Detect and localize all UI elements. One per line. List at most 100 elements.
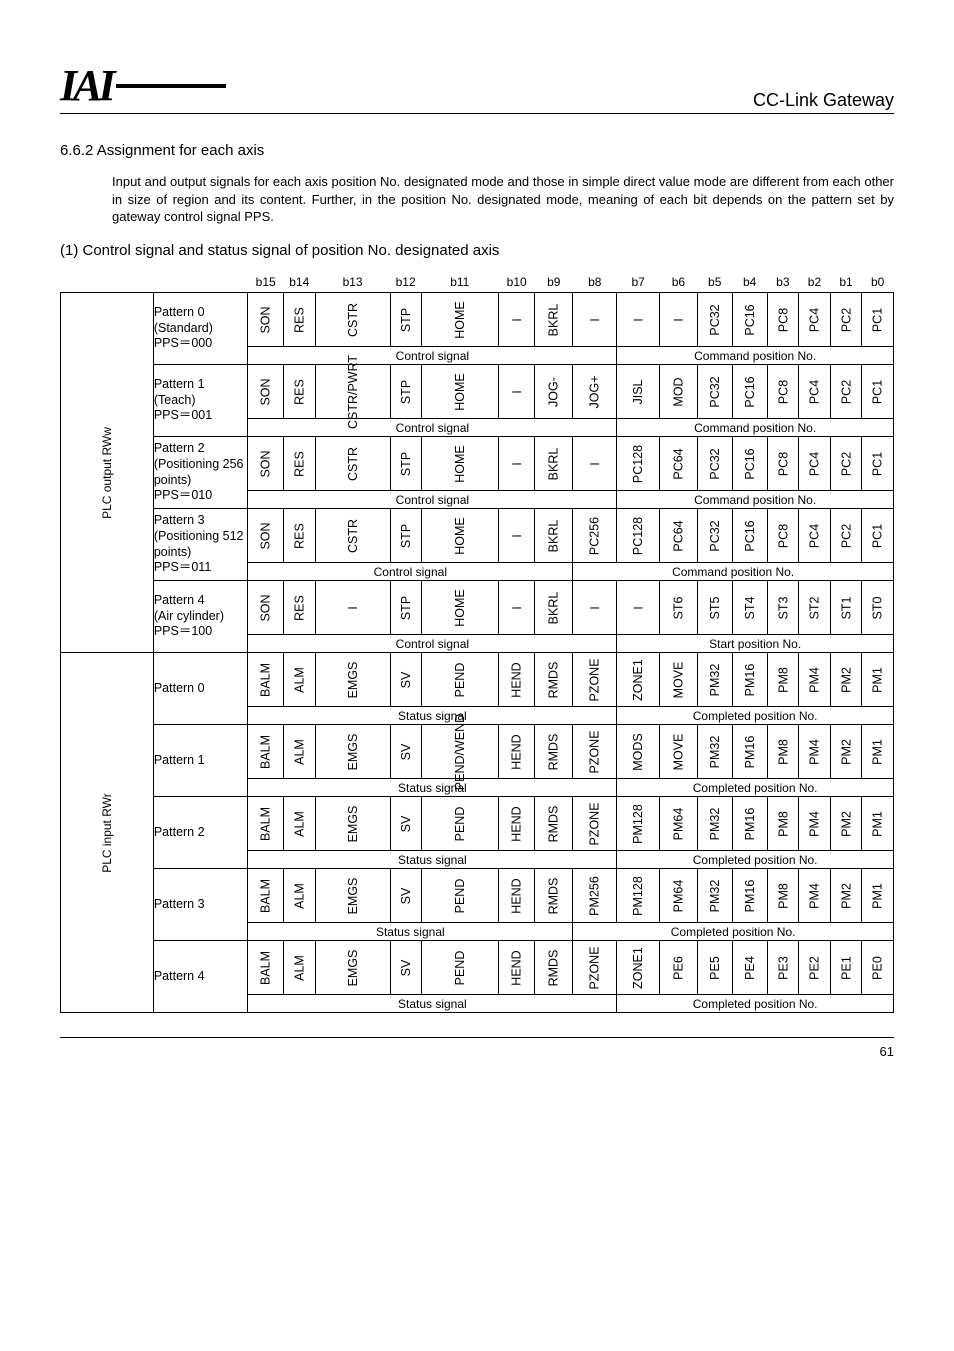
bit-cell: ZONE1: [617, 653, 660, 707]
bit-cell: PM16: [732, 797, 767, 851]
bit-cell: ZONE1: [617, 941, 660, 995]
bit-cell: ALM: [283, 725, 315, 779]
bit-cell: MODS: [617, 725, 660, 779]
pattern-label: Pattern 4: [153, 941, 248, 1013]
bit-cell: PC16: [732, 293, 767, 347]
caption-left: Control signal: [248, 563, 573, 581]
bit-cell: –: [659, 293, 697, 347]
bit-cell: RES: [283, 293, 315, 347]
bit-cell: PC1: [862, 509, 894, 563]
side-label: PLC input RWr: [61, 653, 154, 1013]
caption-right: Command position No.: [573, 563, 894, 581]
bit-cell: PE4: [732, 941, 767, 995]
bit-cell: PEND/WEND: [421, 725, 498, 779]
bit-cell: SV: [390, 725, 421, 779]
bit-cell: RMDS: [535, 869, 573, 923]
bit-cell: PM2: [830, 797, 862, 851]
bit-cell: PC2: [830, 437, 862, 491]
bit-cell: –: [498, 365, 534, 419]
pattern-row: Pattern 2BALMALMEMGSSVPENDHENDRMDSPZONEP…: [61, 797, 894, 851]
bit-cell: PC128: [617, 509, 660, 563]
bit-cell: BKRL: [535, 581, 573, 635]
caption-right: Command position No.: [617, 491, 894, 509]
bit-header: b0: [862, 273, 894, 293]
logo-text: IAI: [60, 60, 112, 111]
pattern-label: Pattern 3: [153, 869, 248, 941]
caption-right: Completed position No.: [617, 779, 894, 797]
bit-cell: BALM: [248, 725, 284, 779]
bit-cell: PZONE: [573, 941, 617, 995]
bit-cell: SON: [248, 293, 284, 347]
bit-cell: PM16: [732, 869, 767, 923]
bit-header: b4: [732, 273, 767, 293]
bit-cell: PC128: [617, 437, 660, 491]
caption-right: Completed position No.: [617, 707, 894, 725]
bit-cell: EMGS: [315, 725, 390, 779]
bit-header: b1: [830, 273, 862, 293]
pattern-label: Pattern 1(Teach)PPS＝001: [153, 365, 248, 437]
bit-cell: –: [573, 293, 617, 347]
bit-cell: RES: [283, 509, 315, 563]
bit-cell: PZONE: [573, 725, 617, 779]
caption-left: Status signal: [248, 995, 617, 1013]
bit-cell: PC1: [862, 437, 894, 491]
bit-cell: PC32: [697, 509, 732, 563]
bit-cell: PM4: [799, 725, 831, 779]
bit-cell: PC32: [697, 365, 732, 419]
bit-cell: PC2: [830, 293, 862, 347]
bit-header: b2: [799, 273, 831, 293]
bit-header: b8: [573, 273, 617, 293]
bit-cell: JOG+: [573, 365, 617, 419]
bit-cell: PC8: [767, 437, 799, 491]
bit-cell: PE0: [862, 941, 894, 995]
bit-cell: PC256: [573, 509, 617, 563]
bit-cell: PM64: [659, 797, 697, 851]
pattern-row: PLC input RWrPattern 0BALMALMEMGSSVPENDH…: [61, 653, 894, 707]
bit-cell: ST4: [732, 581, 767, 635]
bit-cell: –: [498, 293, 534, 347]
bit-cell: PEND: [421, 869, 498, 923]
bit-cell: PC1: [862, 365, 894, 419]
pattern-row: Pattern 2(Positioning 256 points)PPS＝010…: [61, 437, 894, 491]
bit-cell: RES: [283, 581, 315, 635]
bit-cell: ST5: [697, 581, 732, 635]
bit-cell: PM2: [830, 869, 862, 923]
bit-header: b12: [390, 273, 421, 293]
bit-cell: EMGS: [315, 653, 390, 707]
bit-cell: PM32: [697, 725, 732, 779]
page-number: 61: [60, 1037, 894, 1059]
bit-cell: HOME: [421, 509, 498, 563]
bit-cell: PZONE: [573, 653, 617, 707]
bit-cell: PM1: [862, 869, 894, 923]
bit-cell: SV: [390, 653, 421, 707]
bit-cell: PC8: [767, 365, 799, 419]
pattern-label: Pattern 2(Positioning 256 points)PPS＝010: [153, 437, 248, 509]
bit-cell: PM8: [767, 653, 799, 707]
caption-right: Completed position No.: [617, 851, 894, 869]
bit-cell: PM8: [767, 869, 799, 923]
signal-table-wrapper: b15b14b13b12b11b10b9b8b7b6b5b4b3b2b1b0 P…: [60, 273, 894, 1014]
bit-cell: –: [498, 581, 534, 635]
caption-left: Status signal: [248, 707, 617, 725]
bit-cell: STP: [390, 437, 421, 491]
bit-cell: HOME: [421, 293, 498, 347]
bit-cell: PC2: [830, 365, 862, 419]
pattern-label: Pattern 3(Positioning 512 points)PPS＝011: [153, 509, 248, 581]
pattern-row: Pattern 1(Teach)PPS＝001SONRESCSTR/PWRTST…: [61, 365, 894, 419]
bit-cell: PC16: [732, 365, 767, 419]
bit-cell: HEND: [498, 869, 534, 923]
bit-cell: PM16: [732, 653, 767, 707]
bit-cell: PEND: [421, 797, 498, 851]
bit-cell: PE6: [659, 941, 697, 995]
bit-cell: PC2: [830, 509, 862, 563]
side-label: PLC output RWw: [61, 293, 154, 653]
bit-cell: HEND: [498, 797, 534, 851]
bit-cell: CSTR: [315, 437, 390, 491]
bit-cell: PM8: [767, 725, 799, 779]
bit-cell: ALM: [283, 797, 315, 851]
bit-cell: BALM: [248, 941, 284, 995]
bit-cell: PC4: [799, 437, 831, 491]
bit-cell: RES: [283, 437, 315, 491]
bit-cell: PM2: [830, 725, 862, 779]
bit-cell: PM32: [697, 797, 732, 851]
